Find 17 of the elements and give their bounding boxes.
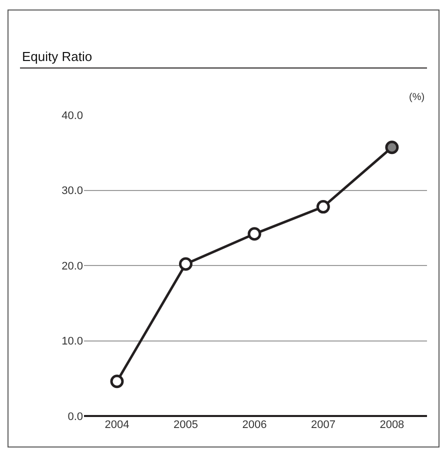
- point: [316, 200, 330, 214]
- chart-title: Equity Ratio: [22, 49, 92, 64]
- point: [248, 227, 262, 241]
- x-tick-label: 2007: [310, 419, 336, 431]
- point: [385, 140, 399, 154]
- point: [110, 374, 124, 388]
- x-tick-label: 2008: [380, 419, 404, 431]
- x-tick-label: 2005: [173, 419, 198, 431]
- point: [178, 257, 192, 271]
- y-tick-label: 0.0: [68, 410, 83, 423]
- y-tick-label: 20.0: [62, 260, 83, 272]
- x-tick-label: 2006: [242, 419, 267, 431]
- y-tick-label: 30.0: [62, 185, 83, 198]
- y-tick-label: 40.0: [62, 110, 83, 122]
- y-tick-label: 10.0: [62, 336, 83, 348]
- x-tick-label: 2004: [104, 419, 130, 431]
- y-axis-title: (%): [409, 92, 425, 103]
